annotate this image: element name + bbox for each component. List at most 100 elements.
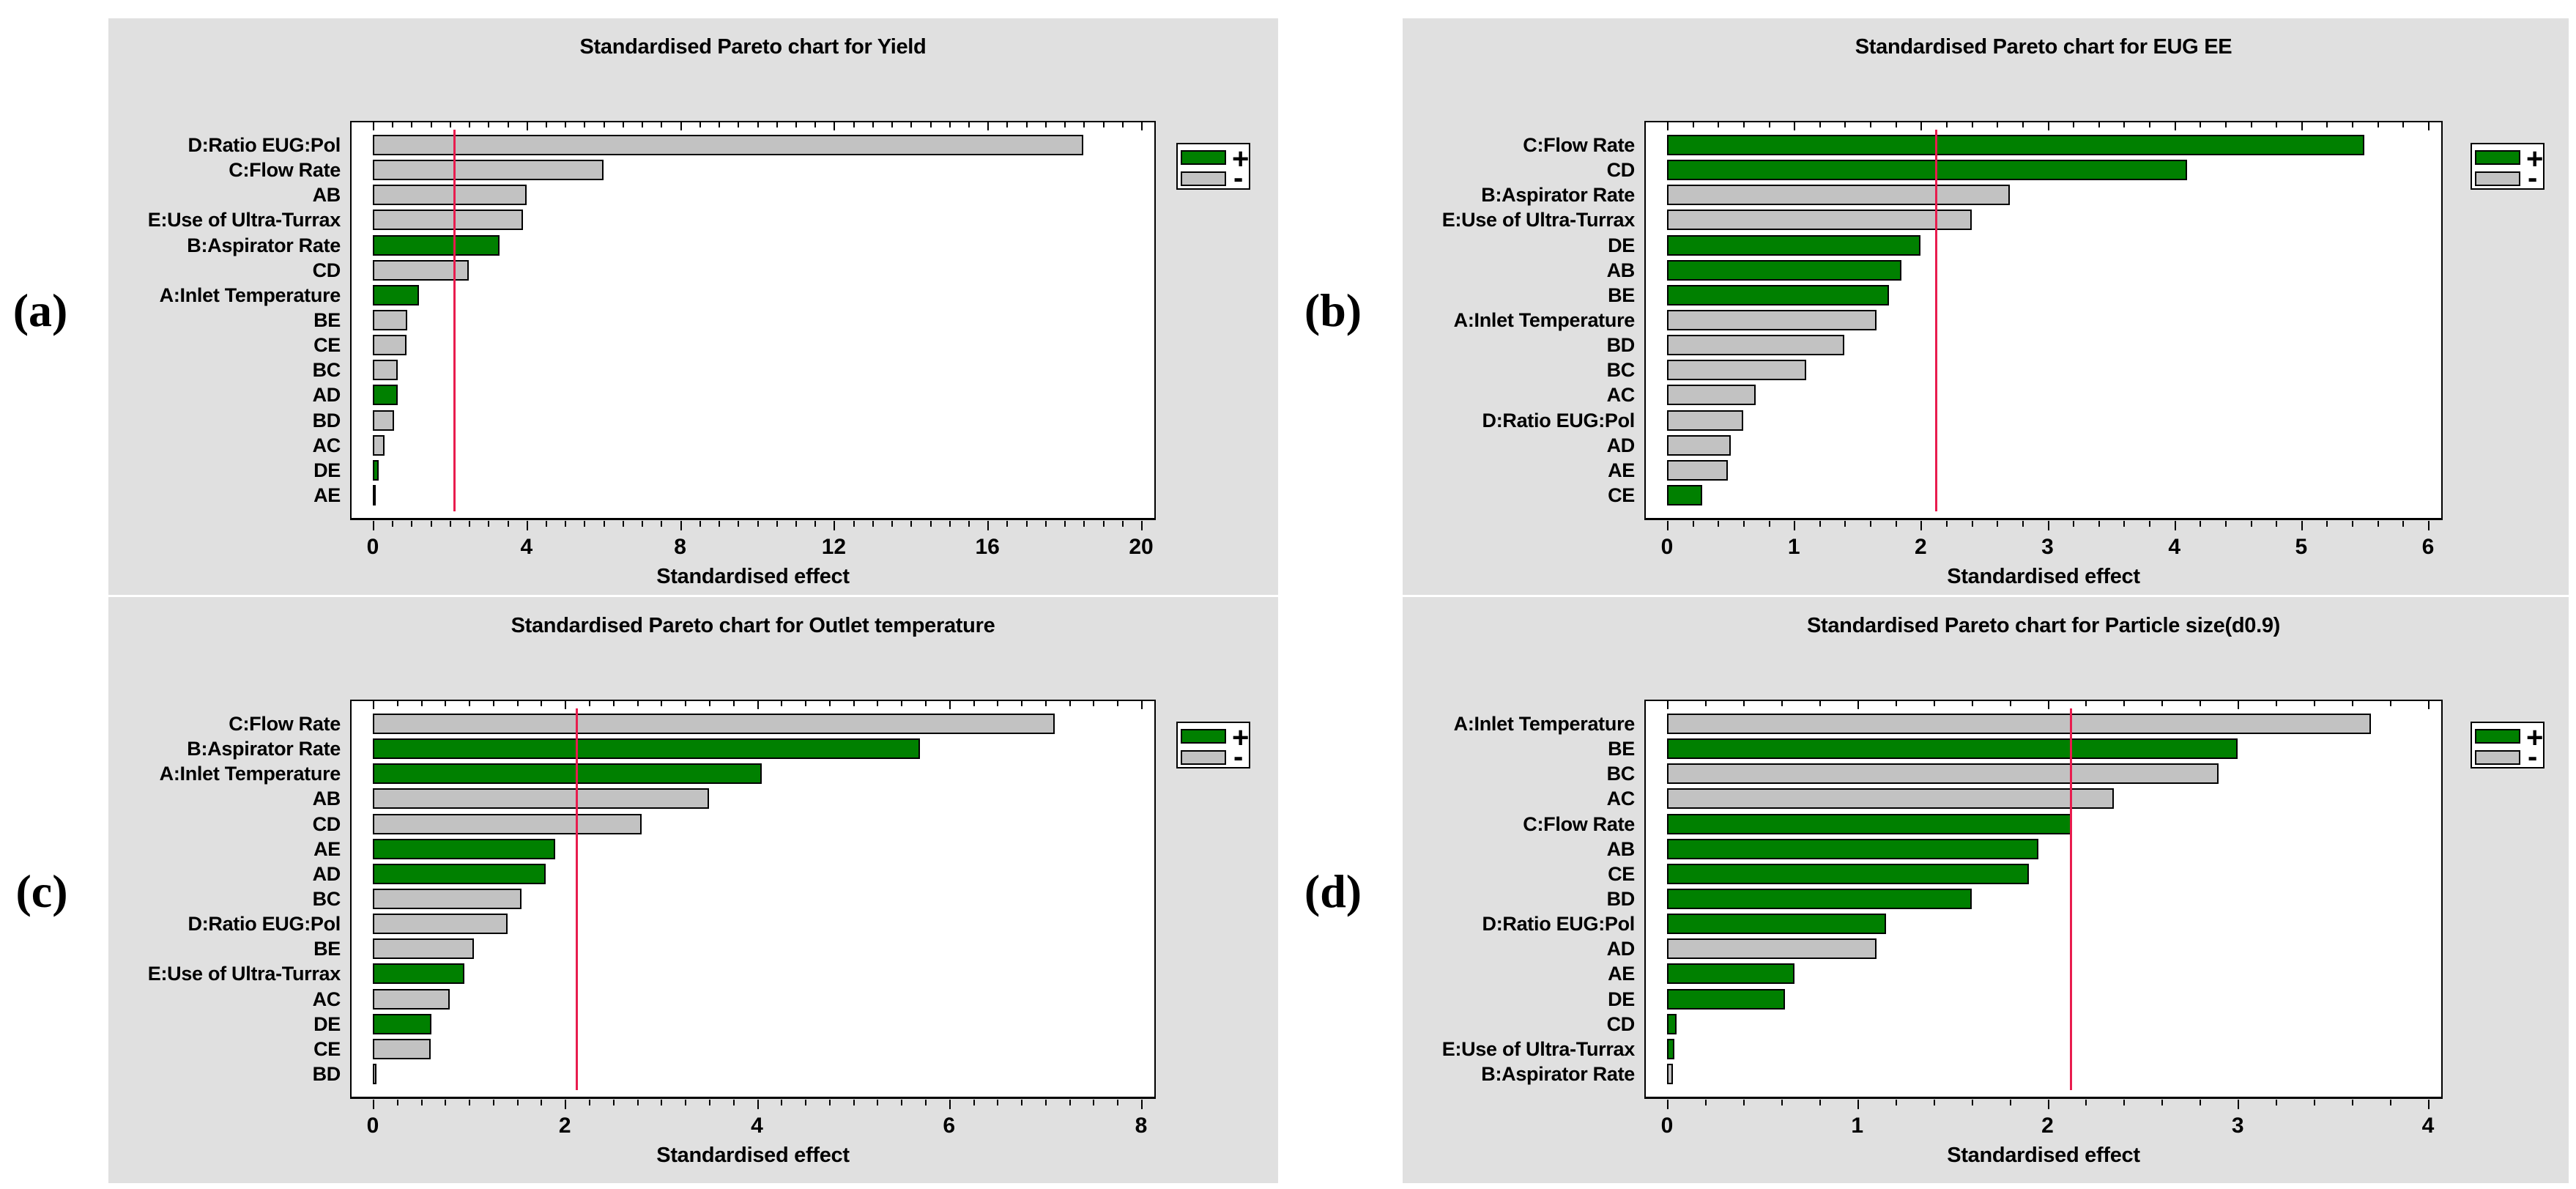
x-axis-minor-tick <box>2326 521 2328 527</box>
category-label: BE <box>313 938 341 960</box>
x-axis-minor-tick <box>2250 521 2252 527</box>
x-axis-minor-tick <box>1742 521 1745 527</box>
bar-positive <box>1667 284 1890 305</box>
bar-positive <box>1667 963 1795 985</box>
legend-positive-swatch <box>1181 150 1226 165</box>
bar-positive <box>1667 889 1972 909</box>
x-axis-minor-tick-top <box>2402 122 2405 127</box>
x-axis-minor-tick-top <box>1971 122 1973 127</box>
x-axis-minor-tick <box>1971 1100 1973 1105</box>
x-axis-minor-tick <box>396 1100 398 1105</box>
bar-negative <box>373 335 407 356</box>
bar-negative <box>1667 335 1845 356</box>
x-axis-major-tick-top <box>987 122 990 130</box>
legend-positive-swatch <box>2475 729 2520 744</box>
bar-negative <box>1667 185 2010 206</box>
category-label: C:Flow Rate <box>1523 134 1635 156</box>
x-axis-minor-tick-top <box>1083 122 1085 127</box>
bar-positive <box>1667 1013 1677 1034</box>
x-axis-minor-tick-top <box>2085 701 2087 706</box>
x-axis-minor-tick <box>661 521 663 527</box>
category-label: DE <box>1608 988 1635 1010</box>
bar-negative <box>373 410 394 431</box>
category-label: AD <box>312 384 341 407</box>
bar-positive <box>373 863 546 884</box>
x-axis-minor-tick-top <box>2224 122 2227 127</box>
x-axis-minor-tick-top <box>685 701 687 706</box>
x-axis-minor-tick <box>622 521 624 527</box>
x-axis-minor-tick <box>488 521 490 527</box>
category-label: A:Inlet Temperature <box>1453 309 1636 331</box>
x-axis-minor-tick <box>1870 521 1872 527</box>
x-axis-major-tick <box>1667 1100 1669 1109</box>
x-axis-minor-tick-top <box>1971 701 1973 706</box>
x-axis-minor-tick-top <box>708 701 710 706</box>
x-axis-minor-tick <box>411 521 413 527</box>
category-label: BD <box>1606 888 1636 910</box>
x-axis-major-tick <box>373 1100 374 1109</box>
x-axis-minor-tick-top <box>901 701 903 706</box>
x-axis-minor-tick-top <box>1819 122 1821 127</box>
bar-negative <box>1667 459 1729 481</box>
x-axis-minor-tick <box>1006 521 1009 527</box>
x-axis-major-tick <box>2238 1100 2240 1109</box>
x-axis-minor-tick-top <box>622 122 624 127</box>
x-axis-major-tick-top <box>1141 122 1143 130</box>
x-axis-major-tick <box>565 1100 567 1109</box>
x-tick-label: 4 <box>751 1114 763 1138</box>
bar-positive <box>373 385 398 406</box>
x-axis-minor-tick <box>1895 521 1897 527</box>
x-axis-minor-tick-top <box>877 701 879 706</box>
x-axis-minor-tick-top <box>2276 122 2278 127</box>
x-axis-major-tick-top <box>2047 122 2049 130</box>
x-axis-minor-tick-top <box>1844 122 1846 127</box>
chart-title: Standardised Pareto chart for Particle s… <box>1806 614 2281 637</box>
reference-line <box>2069 708 2072 1090</box>
x-axis-major-tick-top <box>1667 122 1669 130</box>
x-axis-minor-tick-top <box>636 701 639 706</box>
x-axis-major-tick <box>987 521 990 530</box>
bar-positive <box>1667 259 1902 281</box>
bar-positive <box>1667 838 2038 859</box>
bar-negative <box>373 259 469 281</box>
bar-positive <box>1667 813 2073 834</box>
category-label: C:Flow Rate <box>1523 812 1635 835</box>
x-axis-minor-tick <box>1083 521 1085 527</box>
category-label: AE <box>1608 963 1635 985</box>
x-axis-minor-tick-top <box>396 701 398 706</box>
x-axis-minor-tick-top <box>1117 701 1119 706</box>
x-axis-major-tick-top <box>373 701 374 709</box>
category-label: E:Use of Ultra-Turrax <box>1441 1037 1636 1060</box>
x-axis-minor-tick-top <box>828 701 831 706</box>
x-axis-minor-tick-top <box>1997 122 1999 127</box>
x-axis-major-tick-top <box>2428 701 2430 709</box>
reference-line <box>575 708 578 1090</box>
x-tick-label: 16 <box>975 535 1000 559</box>
x-axis-minor-tick-top <box>392 122 394 127</box>
bar-positive <box>1667 160 2187 181</box>
category-label: D:Ratio EUG:Pol <box>1482 913 1636 936</box>
category-label: DE <box>313 459 341 481</box>
x-axis-minor-tick-top <box>420 701 423 706</box>
x-axis-minor-tick <box>738 521 740 527</box>
x-axis-minor-tick-top <box>795 122 797 127</box>
x-axis-minor-tick <box>719 521 721 527</box>
legend-positive-label: + <box>1232 143 1250 175</box>
x-axis-minor-tick-top <box>589 701 591 706</box>
x-axis-minor-tick-top <box>699 122 701 127</box>
category-label: BD <box>1606 334 1636 357</box>
category-label: DE <box>1608 234 1635 256</box>
category-label: CD <box>312 812 341 835</box>
x-axis-minor-tick <box>1093 1100 1095 1105</box>
bar-positive <box>373 459 379 481</box>
category-label: B:Aspirator Rate <box>1481 184 1635 207</box>
x-axis-minor-tick <box>2200 1100 2202 1105</box>
x-axis-major-tick <box>373 521 374 530</box>
category-label: D:Ratio EUG:Pol <box>188 134 341 156</box>
x-axis-minor-tick-top <box>2390 701 2392 706</box>
x-axis-minor-tick <box>1933 1100 1935 1105</box>
x-axis-minor-tick <box>924 1100 927 1105</box>
x-axis-minor-tick-top <box>612 701 615 706</box>
bar-positive <box>1667 234 1921 256</box>
x-axis-minor-tick <box>1718 521 1720 527</box>
